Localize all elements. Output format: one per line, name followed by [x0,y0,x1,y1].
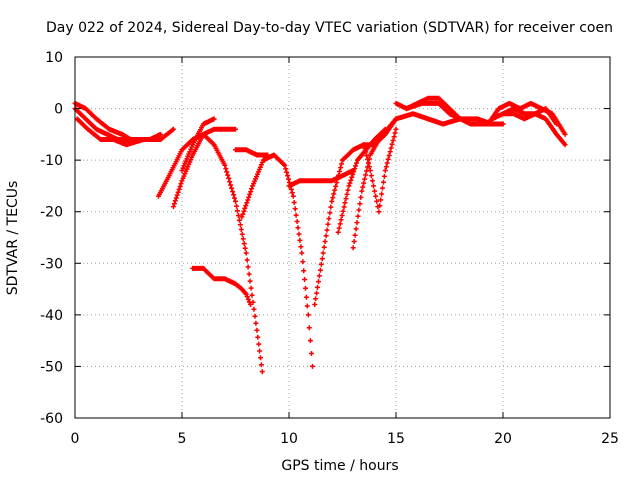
data-point-markers [500,106,559,127]
data-point-markers [179,116,217,173]
series-track-7 [190,265,253,307]
x-axis-label: GPS time / hours [281,458,398,474]
x-tick-label: 15 [387,431,405,447]
series-track-14 [361,126,399,215]
series-track-10 [286,168,356,189]
y-tick-label: -50 [40,359,63,375]
axis-ticks: 0 5 10 15 20 25 -60 -50 -40 -30 -20 -10 0 10 [40,50,619,447]
y-tick-label: -30 [40,256,63,272]
x-tick-label: 5 [178,431,187,447]
y-tick-label: -10 [40,153,63,169]
y-tick-label: -60 [40,411,63,427]
series-track-8 [239,152,315,369]
data-point-markers [404,100,463,122]
data-point-markers [233,147,271,158]
plot-frame [74,56,611,419]
data-series [72,95,568,375]
y-tick-label: 0 [54,102,63,118]
data-point-markers [361,126,399,215]
data-point-markers [239,152,315,369]
series-track-9 [233,147,271,158]
y-tick-label: -40 [40,308,63,324]
y-axis-label: SDTVAR / TECUs [5,181,21,296]
data-point-markers [74,116,176,148]
data-point-markers [393,111,506,127]
data-point-markers [170,126,238,210]
x-tick-label: 10 [280,431,298,447]
series-track-16 [393,111,506,127]
chart-title: Day 022 of 2024, Sidereal Day-to-day VTE… [46,20,613,36]
series-track-20 [500,106,559,127]
series-track-2 [74,116,176,148]
data-point-markers [286,168,356,189]
x-tick-label: 20 [494,431,512,447]
series-track-5 [170,126,238,210]
y-tick-label: 10 [45,50,63,66]
series-track-17 [404,100,463,122]
data-point-markers [190,265,253,307]
x-tick-label: 25 [601,431,619,447]
x-tick-label: 0 [71,431,80,447]
y-tick-label: -20 [40,205,63,221]
series-track-6 [179,116,217,173]
